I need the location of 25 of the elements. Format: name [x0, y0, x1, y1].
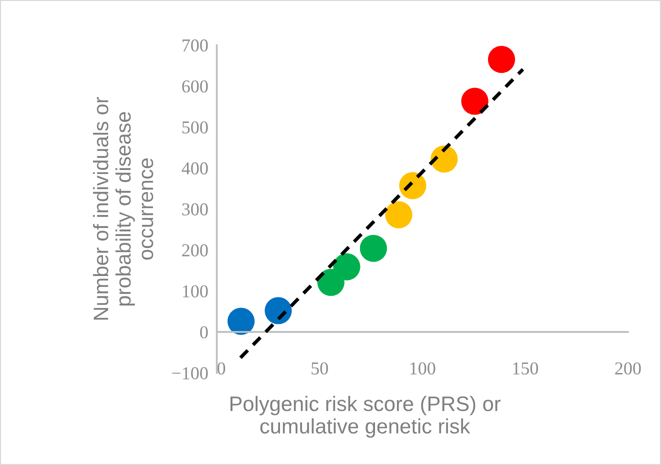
point: [228, 308, 255, 335]
x-tick-label: 50: [312, 362, 328, 375]
point: [461, 88, 488, 115]
point: [488, 46, 516, 73]
y-tick-label: 500: [182, 121, 208, 134]
y-tick-label: 600: [182, 80, 208, 93]
y-axis-title: Number of individuals or probability of disease occurrence: [93, 97, 154, 320]
point: [360, 234, 387, 262]
point: [264, 297, 292, 324]
y-tick-label: 400: [182, 162, 208, 174]
point: [430, 145, 458, 173]
point: [333, 253, 360, 280]
y-tick-label: 700: [182, 39, 208, 52]
point: [399, 172, 426, 200]
y-tick-label: 100: [182, 285, 208, 298]
x-tick-label: 200: [615, 362, 641, 375]
x-tick-label: 0: [217, 362, 226, 375]
x-tick-label: 100: [410, 362, 436, 375]
point: [385, 201, 412, 228]
x-tick-label: 150: [513, 362, 538, 375]
y-tick-label: −100: [172, 367, 208, 380]
x-axis-title: Polygenic risk score (PRS) or cumulative genetic risk: [230, 396, 501, 438]
y-tick-label: 300: [182, 203, 208, 216]
y-tick-label: 0: [200, 326, 208, 338]
y-tick-label: 200: [182, 244, 208, 256]
